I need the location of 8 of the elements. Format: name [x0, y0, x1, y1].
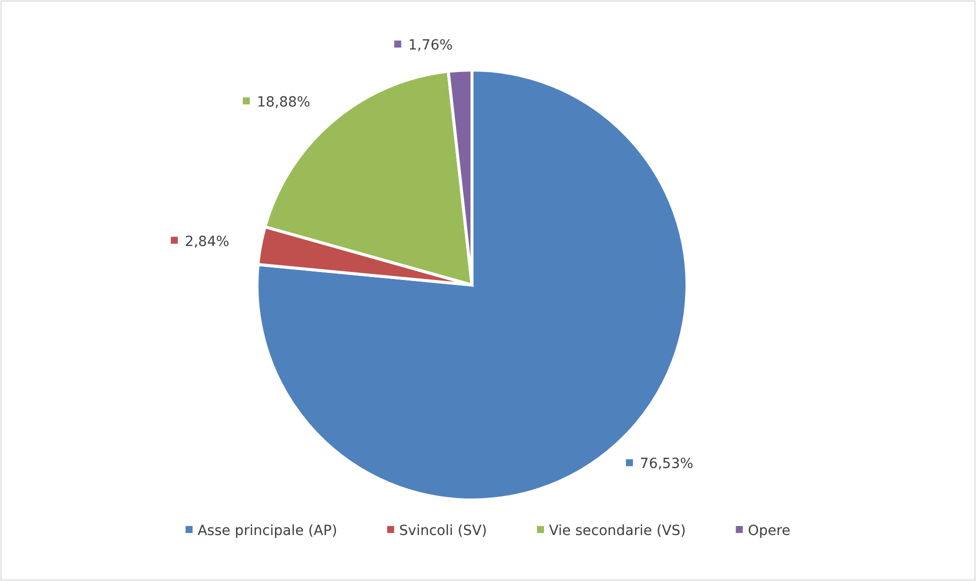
- data-label: 1,76%: [408, 38, 453, 54]
- legend-label: Vie secondarie (VS): [549, 523, 686, 539]
- legend-label: Asse principale (AP): [198, 523, 338, 539]
- legend-label: Opere: [748, 523, 790, 539]
- legend-label: Svincoli (SV): [399, 523, 487, 539]
- data-label: 76,53%: [640, 456, 694, 472]
- data-label: 2,84%: [184, 234, 230, 250]
- data-label: 18,88%: [256, 94, 310, 110]
